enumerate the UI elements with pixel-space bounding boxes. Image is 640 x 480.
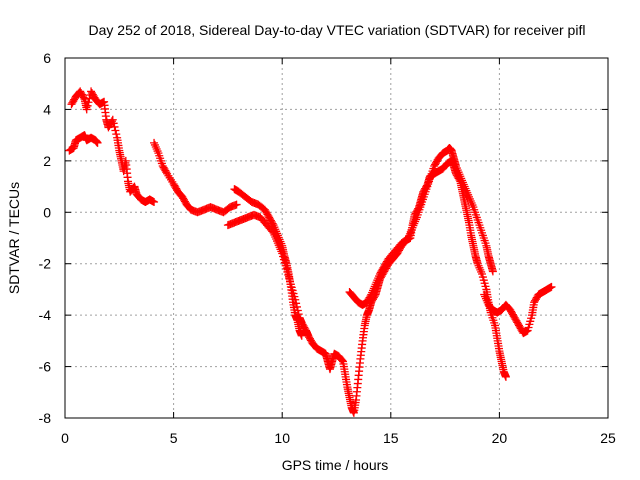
data-point — [501, 372, 510, 381]
y-tick-label: -4 — [39, 307, 52, 323]
data-point — [83, 101, 92, 110]
data-point — [84, 98, 93, 107]
x-tick-label: 5 — [170, 430, 178, 446]
x-tick-label: 0 — [61, 430, 69, 446]
axis-ticks: 0 5 10 15 20 25 -8 -6 -4 -2 0 2 4 6 — [39, 50, 616, 446]
y-tick-label: -6 — [39, 359, 52, 375]
y-tick-label: 4 — [43, 101, 51, 117]
data-point — [366, 292, 375, 301]
series-pass-7 — [480, 282, 556, 338]
data-point — [108, 115, 117, 124]
data-point — [93, 138, 102, 147]
x-axis-label: GPS time / hours — [282, 457, 389, 473]
data-point — [338, 356, 347, 365]
x-tick-label: 20 — [492, 430, 508, 446]
grid-lines — [65, 58, 608, 418]
data-point — [110, 122, 119, 131]
data-point — [111, 126, 120, 135]
data-point — [547, 282, 556, 291]
y-tick-label: 2 — [43, 153, 51, 169]
plot-frame — [64, 57, 609, 419]
y-tick-label: -2 — [39, 256, 52, 272]
data-point — [297, 331, 306, 340]
data-point — [232, 200, 241, 209]
y-tick-label: -8 — [39, 410, 52, 426]
data-point — [82, 105, 91, 114]
y-axis-label: SDTVAR / TECUs — [6, 182, 22, 294]
series-pass-2 — [67, 87, 159, 206]
x-tick-label: 25 — [600, 430, 616, 446]
data-point — [150, 198, 159, 206]
series-pass-1 — [65, 131, 102, 155]
y-tick-label: 6 — [43, 50, 51, 66]
chart-title: Day 252 of 2018, Sidereal Day-to-day VTE… — [89, 22, 586, 38]
x-tick-label: 15 — [383, 430, 399, 446]
data-points — [65, 87, 556, 417]
series-pass-6 — [345, 144, 497, 309]
data-point — [488, 267, 497, 276]
data-point — [112, 130, 121, 139]
data-point — [79, 93, 88, 102]
series-pass-3 — [150, 138, 241, 217]
data-point — [109, 119, 118, 128]
y-tick-label: 0 — [43, 204, 51, 220]
series-pass-5 — [230, 185, 306, 340]
x-tick-label: 10 — [274, 430, 290, 446]
data-point — [268, 219, 277, 228]
